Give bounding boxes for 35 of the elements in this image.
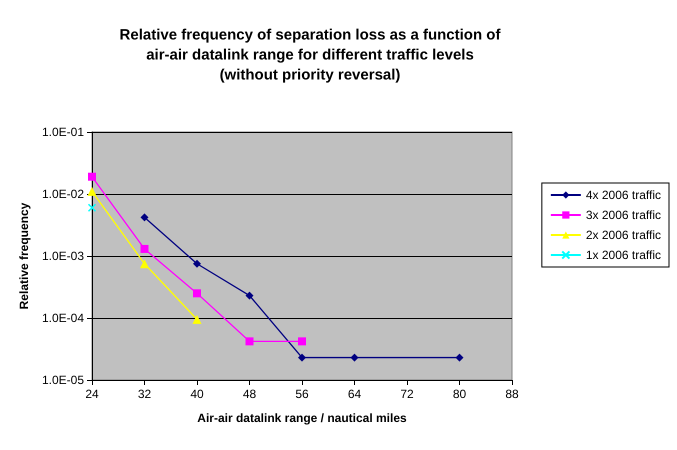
point: [246, 292, 254, 300]
point: [193, 289, 201, 298]
x-tick-label: 64: [348, 387, 362, 401]
point: [350, 354, 358, 362]
point: [193, 260, 201, 268]
chart-title: Relative frequency of separation loss as a function of air-air datalink range for different traffic levels (without priority reversal): [120, 26, 502, 84]
point: [88, 172, 96, 181]
y-tick-label: 1.0E-02: [42, 187, 84, 201]
x-tick-label: 72: [400, 387, 414, 401]
point: [192, 314, 202, 324]
x-tick-label: 88: [505, 387, 519, 401]
y-tick-label: 1.0E-05: [42, 373, 84, 387]
x-tick-label: 80: [452, 387, 466, 401]
y-tick-label: 1.0E-01: [42, 125, 84, 139]
point: [246, 337, 254, 346]
point: [140, 213, 148, 222]
y-axis-title: Relative frequency: [17, 202, 31, 310]
point: [456, 354, 464, 362]
y-tick-label: 1.0E-03: [42, 249, 84, 263]
x-tick-label: 48: [242, 387, 256, 401]
legend-label: 4x 2006 traffic: [586, 188, 662, 202]
point: [298, 354, 306, 362]
x-tick-label: 40: [190, 387, 204, 401]
x-axis-title: Air-air datalink range / nautical miles: [197, 411, 408, 425]
x-tick-label: 24: [85, 387, 99, 401]
legend-label: 1x 2006 traffic: [586, 248, 662, 262]
point: [298, 337, 306, 346]
point: [88, 204, 96, 212]
legend-label: 2x 2006 traffic: [586, 228, 662, 242]
x-tick-label: 56: [295, 387, 309, 401]
legend-label: 3x 2006 traffic: [586, 208, 662, 222]
point: [140, 259, 149, 268]
y-tick-label: 1.0E-04: [42, 311, 84, 325]
point: [140, 244, 148, 253]
x-tick-label: 32: [138, 387, 152, 401]
